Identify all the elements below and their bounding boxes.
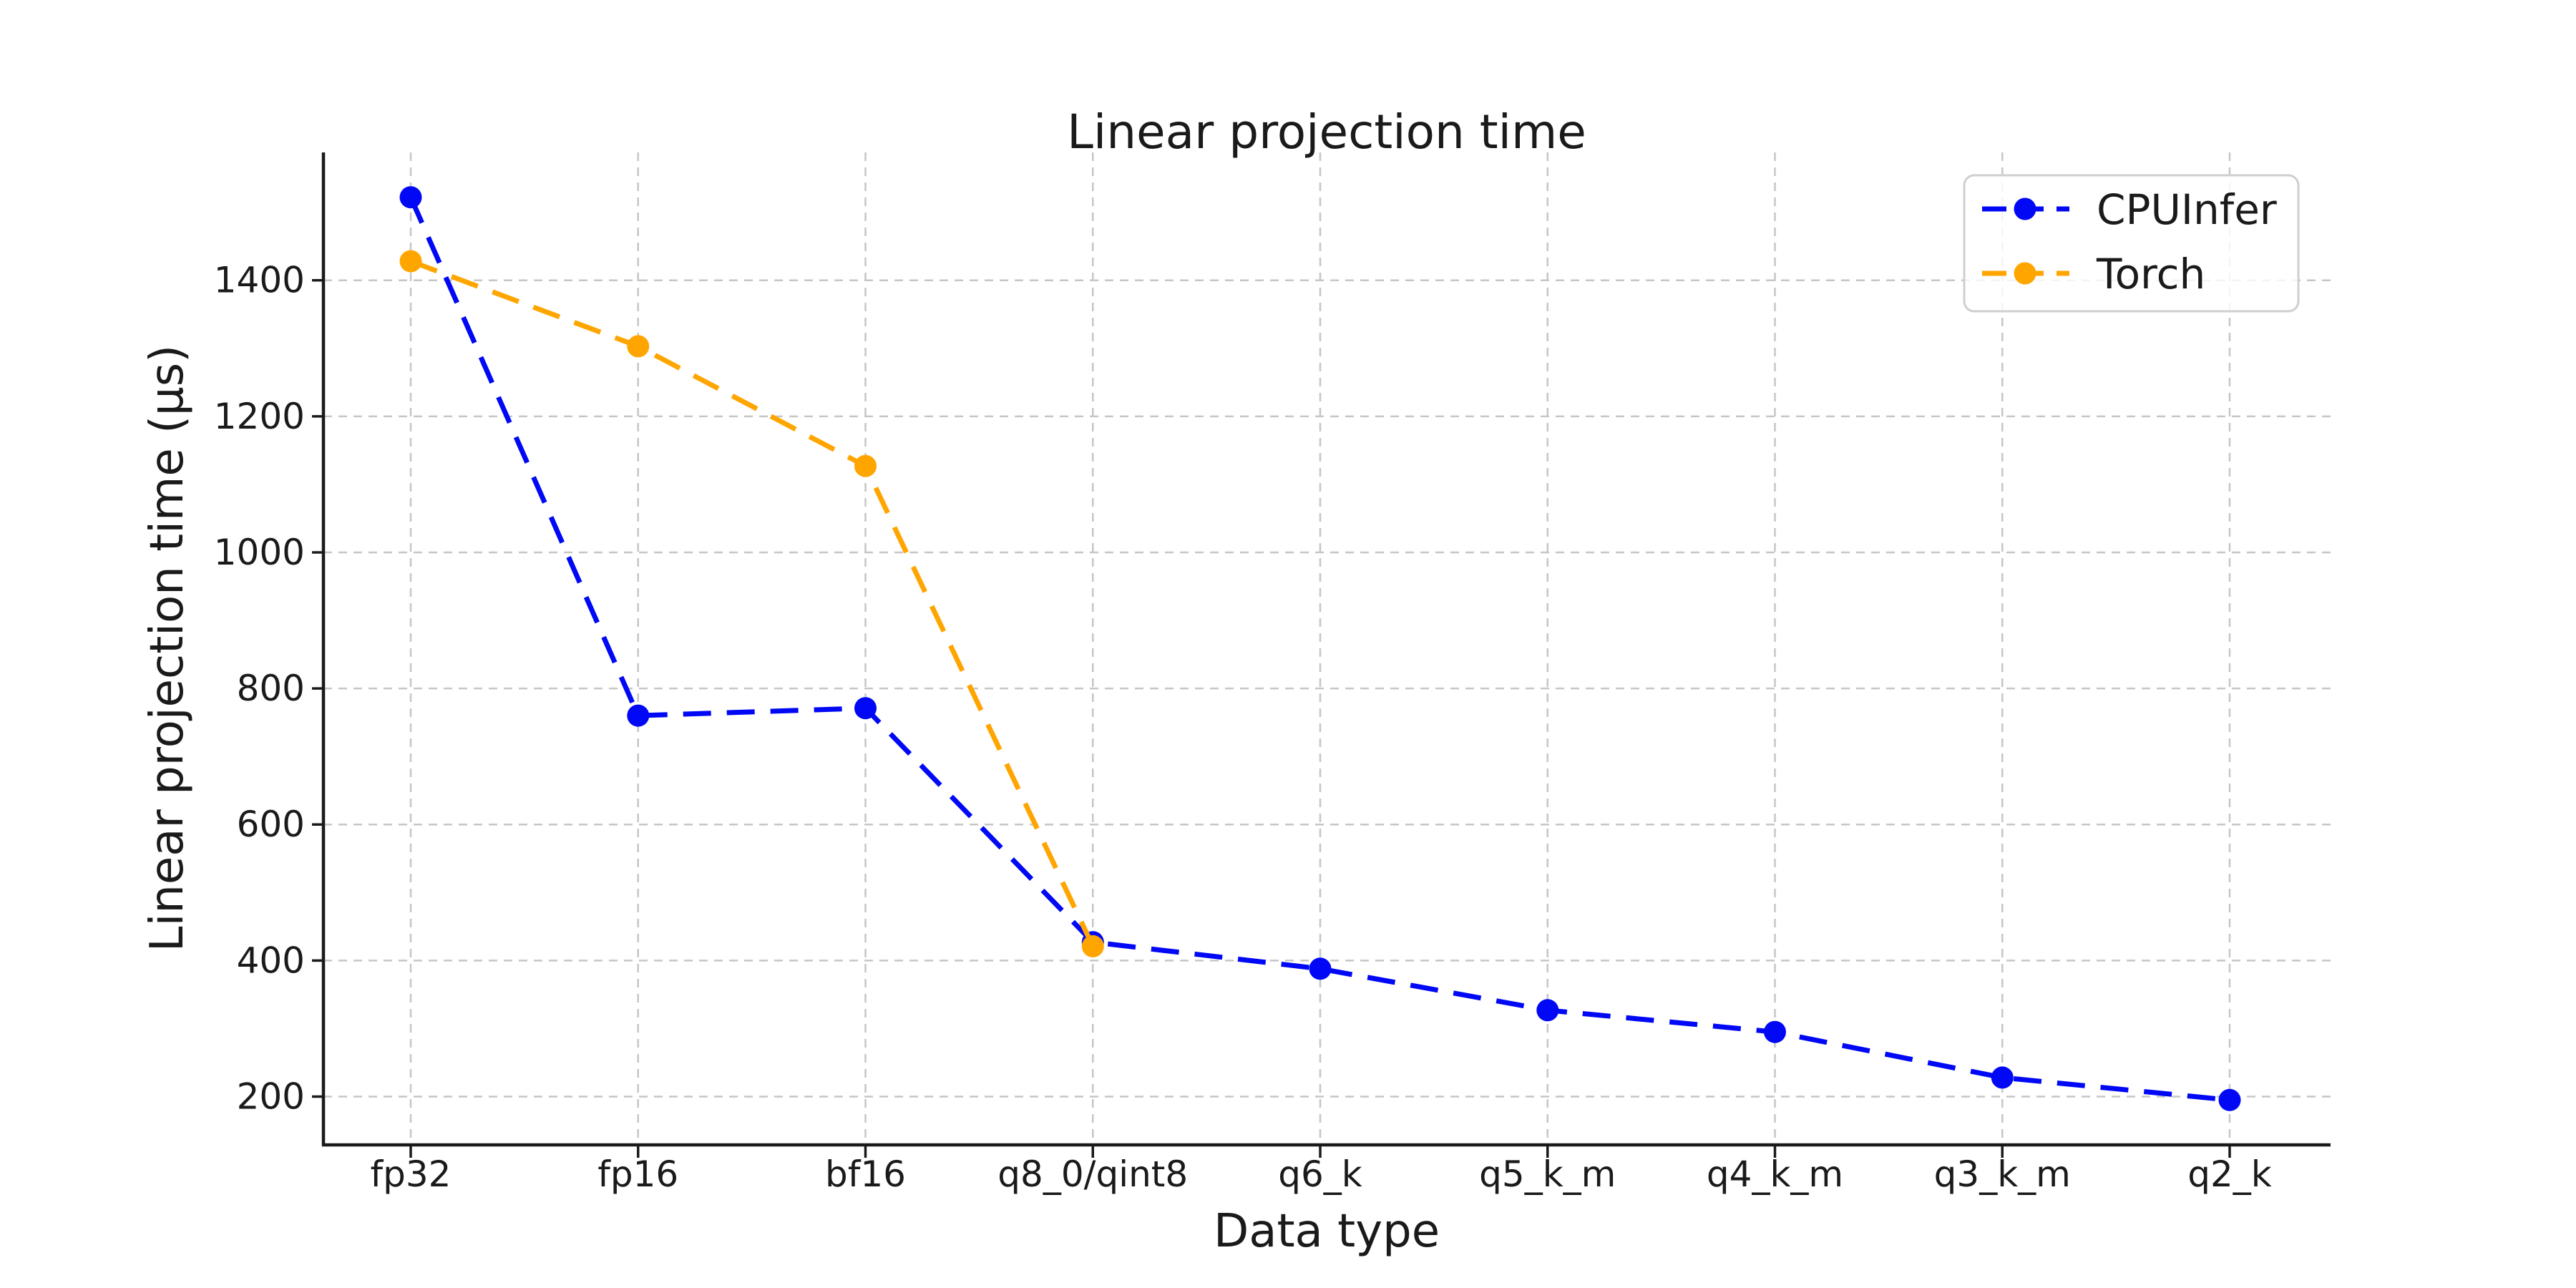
data-point-cpuinfer xyxy=(2218,1088,2241,1111)
data-point-torch xyxy=(854,454,877,477)
legend-entry-cpuinfer: CPUInfer xyxy=(1982,185,2277,234)
x-tick-label: q5_k_m xyxy=(1479,1153,1616,1195)
legend-marker-cpuinfer xyxy=(2014,197,2036,220)
x-axis-label: Data type xyxy=(1214,1205,1440,1258)
y-tick-label: 400 xyxy=(237,940,305,981)
data-point-cpuinfer xyxy=(1536,999,1559,1022)
data-point-torch xyxy=(399,250,422,273)
data-point-cpuinfer xyxy=(627,704,650,727)
y-tick-label: 200 xyxy=(237,1076,305,1118)
chart-title: Linear projection time xyxy=(1067,104,1586,160)
axes-layer: 200 400 600 800 1000 1200 1400 fp32 fp16 bf16 q8_0… xyxy=(214,152,2331,1195)
series-layer xyxy=(399,186,2241,1111)
data-point-cpuinfer xyxy=(399,186,422,209)
legend-label-torch: Torch xyxy=(2096,250,2205,298)
y-axis-label: Linear projection time (µs) xyxy=(141,345,194,952)
series-line-torch xyxy=(409,258,1096,947)
data-point-torch xyxy=(1081,935,1104,957)
x-tick-label: q3_k_m xyxy=(1934,1153,2071,1195)
x-tick-label: q4_k_m xyxy=(1707,1153,1843,1195)
x-tick-label: fp16 xyxy=(597,1153,678,1195)
x-tick-label: q2_k xyxy=(2187,1153,2272,1195)
legend: CPUInfer Torch xyxy=(1963,174,2300,313)
y-tick-label: 1400 xyxy=(214,260,305,301)
legend-marker-torch xyxy=(2014,262,2036,285)
data-point-cpuinfer xyxy=(854,697,877,720)
y-tick-label: 1200 xyxy=(214,396,305,437)
y-tick-label: 600 xyxy=(237,804,305,845)
x-tick-label: q8_0/qint8 xyxy=(997,1153,1188,1195)
y-tick-label: 800 xyxy=(237,668,305,709)
legend-label-cpuinfer: CPUInfer xyxy=(2097,185,2277,234)
data-point-cpuinfer xyxy=(1309,957,1332,980)
y-tick-label: 1000 xyxy=(214,532,305,573)
legend-entry-torch: Torch xyxy=(1982,250,2205,298)
x-tick-label: bf16 xyxy=(825,1153,906,1195)
data-point-torch xyxy=(627,335,650,358)
data-point-cpuinfer xyxy=(1764,1020,1786,1043)
x-tick-label: fp32 xyxy=(371,1153,452,1195)
x-tick-label: q6_k xyxy=(1278,1153,1362,1195)
legend-box xyxy=(1963,174,2300,313)
data-point-cpuinfer xyxy=(1991,1066,2014,1089)
